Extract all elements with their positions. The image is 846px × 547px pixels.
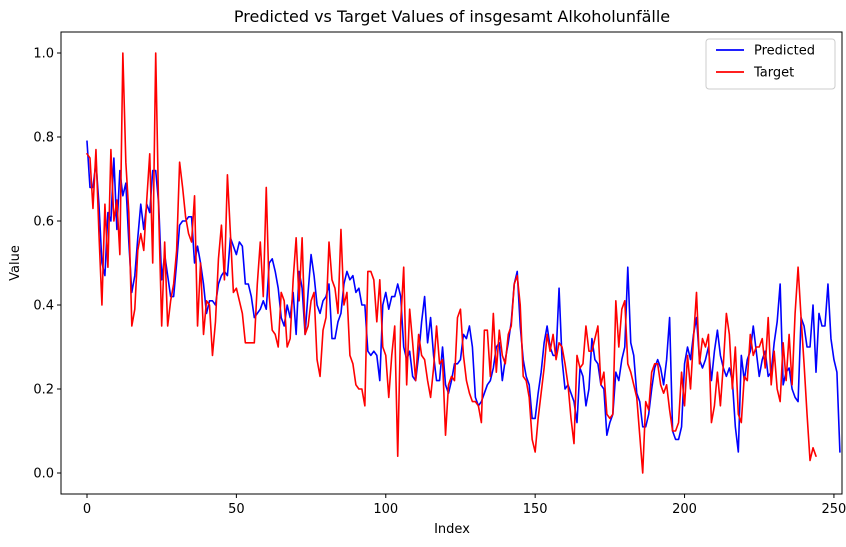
x-tick-label: 150: [523, 502, 548, 517]
axis-ticks: 0 50 100 150 200 250 0.0 0.2 0.4 0.6 0.8 1.0: [33, 47, 846, 518]
x-axis-title: Index: [434, 522, 470, 537]
x-tick-label: 200: [672, 502, 697, 517]
legend-box: [705, 38, 836, 90]
x-tick-label: 0: [83, 502, 91, 517]
y-axis-title: Value: [8, 245, 23, 281]
y-tick-label: 0.8: [33, 131, 54, 146]
legend-label-target: Target: [753, 66, 794, 81]
x-tick-label: 250: [822, 502, 846, 517]
chart-title: Predicted vs Target Values of insgesamt …: [234, 7, 670, 26]
series-line-predicted: [86, 140, 841, 453]
x-tick-label: 50: [228, 502, 245, 517]
x-tick-label: 100: [373, 502, 398, 517]
y-tick-label: 0.4: [33, 299, 54, 314]
plot-area: [60, 31, 843, 495]
y-tick-label: 1.0: [33, 47, 54, 62]
legend: Predicted Target: [705, 38, 836, 90]
y-tick-label: 0.2: [33, 383, 54, 398]
y-tick-label: 0.6: [33, 215, 54, 230]
y-tick-label: 0.0: [33, 467, 54, 482]
series-lines: [86, 52, 841, 474]
legend-label-predicted: Predicted: [754, 44, 815, 59]
series-line-target: [86, 52, 817, 474]
